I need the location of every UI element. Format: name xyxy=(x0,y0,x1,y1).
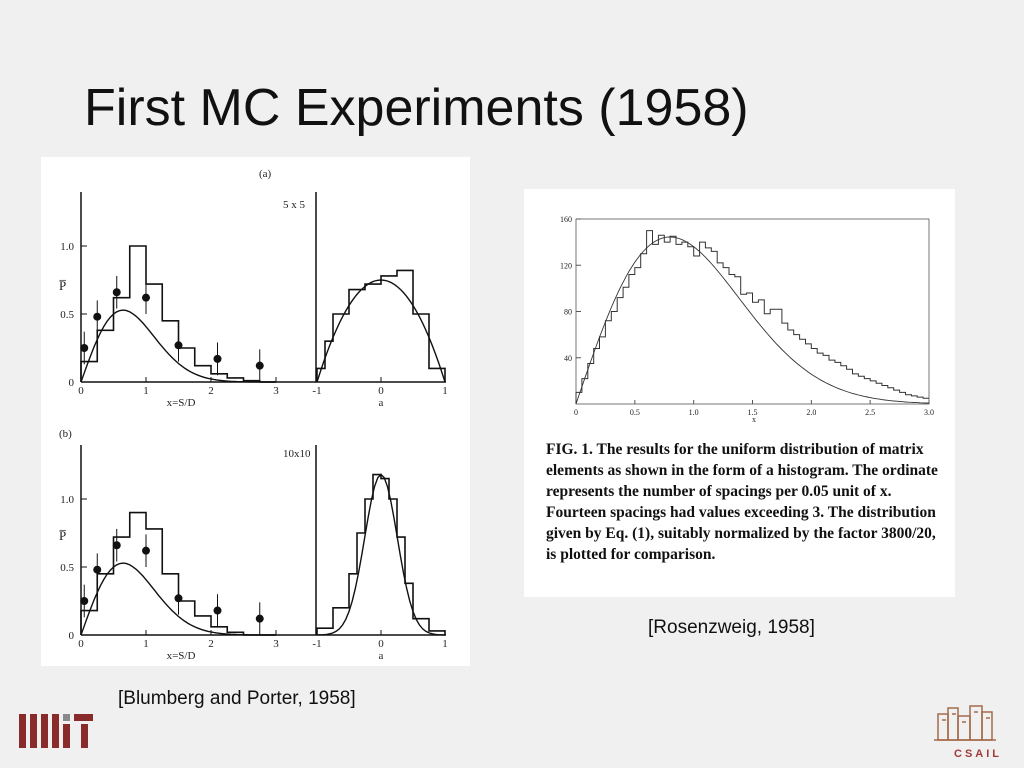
panel-a-label: (a) xyxy=(259,168,272,180)
panel-b-ytick-label: 0 xyxy=(69,630,75,642)
rosenzweig-xtick-label: 2.0 xyxy=(806,408,816,417)
mit-logo xyxy=(19,714,93,748)
rosenzweig-xtick-label: 3.0 xyxy=(924,408,934,417)
panel-b-xtick-label: 3 xyxy=(273,638,279,650)
rosenzweig-xtick-label: 2.5 xyxy=(865,408,875,417)
panel-a-xlabel-left: x=S/D xyxy=(167,397,196,409)
panel-b-data-point xyxy=(112,541,121,550)
panel-a-ytick-label: 0.5 xyxy=(60,309,74,321)
panel-b-data-point xyxy=(142,546,150,555)
rosenzweig-ytick-label: 160 xyxy=(560,215,572,224)
panel-a-ytick-label: 0 xyxy=(69,377,75,389)
panel-b-xtick-label: 0 xyxy=(78,638,84,650)
csail-logo xyxy=(934,705,996,741)
panel-a-data-point xyxy=(93,312,102,321)
citation-rosenzweig: [Rosenzweig, 1958] xyxy=(648,617,815,638)
panel-a-xtick-label: 1 xyxy=(143,385,149,397)
rosenzweig-ytick-label: 40 xyxy=(564,354,572,363)
panel-a-xtick-label: 2 xyxy=(208,385,214,397)
panel-a-left-histogram xyxy=(80,245,276,383)
panel-b-xtick-label: 1 xyxy=(143,638,149,650)
rosenzweig-caption: FIG. 1. The results for the uniform dist… xyxy=(546,441,938,563)
panel-b-data-point xyxy=(255,614,264,623)
rosenzweig-curve xyxy=(575,236,930,405)
csail-wordmark: CSAIL xyxy=(954,748,1002,760)
panel-b-data-point xyxy=(213,606,222,615)
panel-b-xtick-label: 2 xyxy=(208,638,214,650)
rosenzweig-ytick-label: 120 xyxy=(560,261,572,270)
rosenzweig-xtick-label: 0 xyxy=(574,408,578,417)
panel-b-right-histogram xyxy=(316,473,446,635)
panel-a-data-point xyxy=(112,288,121,297)
panel-a-right-curve xyxy=(316,279,446,383)
panel-a-right-xtick-label: -1 xyxy=(312,385,321,397)
panel-b-left-histogram xyxy=(80,511,276,636)
panel-a-xlabel-right: a xyxy=(379,397,384,409)
panel-b-xlabel-left: x=S/D xyxy=(167,650,196,662)
panel-b-ytick-label: 1.0 xyxy=(60,494,74,506)
panel-b-ylabel: P̅ xyxy=(59,528,67,543)
panel-b-size-label: 10x10 xyxy=(283,448,311,460)
blumberg-porter-plots: (a) 5 x 5 P̅ (b) 10x10 P̅ 0 0.5 1.0 0 1 2 3 x=S… xyxy=(59,168,448,662)
panel-a-data-point xyxy=(255,361,264,370)
panel-b-data-point xyxy=(174,594,183,603)
rosenzweig-plot-frame xyxy=(575,218,930,405)
panel-a-ytick-label: 1.0 xyxy=(60,241,74,253)
blumberg-porter-figure: (a) 5 x 5 P̅ (b) 10x10 P̅ 0 0.5 1.0 0 1 2 3 x=S… xyxy=(41,157,470,666)
panel-a-right-xtick-label: 1 xyxy=(442,385,448,397)
panel-a-right-xtick-label: 0 xyxy=(378,385,384,397)
panel-b-right-curve xyxy=(316,473,446,636)
panel-b-right-xtick-label: 1 xyxy=(442,638,448,650)
panel-b-data-point xyxy=(80,597,89,605)
panel-a-left-curve xyxy=(80,309,276,383)
rosenzweig-plot: 40 80 120 160 0 0.5 1.0 1.5 2.0 2.5 3.0 x xyxy=(560,215,934,424)
panel-a-size-label: 5 x 5 xyxy=(283,199,306,211)
rosenzweig-xtick-label: 0.5 xyxy=(630,408,640,417)
panel-b-right-xtick-label: 0 xyxy=(378,638,384,650)
citation-blumberg-porter: [Blumberg and Porter, 1958] xyxy=(118,688,356,709)
panel-a-data-point xyxy=(213,354,222,363)
panel-a-xtick-label: 0 xyxy=(78,385,84,397)
rosenzweig-xlabel: x xyxy=(752,415,756,424)
panel-b-xlabel-right: a xyxy=(379,650,384,662)
rosenzweig-xtick-label: 1.0 xyxy=(689,408,699,417)
panel-a-ylabel: P̅ xyxy=(59,278,67,293)
rosenzweig-xtick-label: 1.5 xyxy=(748,408,758,417)
rosenzweig-figure: 40 80 120 160 0 0.5 1.0 1.5 2.0 2.5 3.0 x FIG. 1. … xyxy=(524,189,955,597)
panel-b-ytick-label: 0.5 xyxy=(60,562,74,574)
panel-b-right-xtick-label: -1 xyxy=(312,638,321,650)
panel-a-xtick-label: 3 xyxy=(273,385,279,397)
panel-a-data-point xyxy=(80,344,89,352)
panel-b-left-curve xyxy=(80,562,276,636)
panel-a-data-point xyxy=(142,293,150,302)
panel-a-right-histogram xyxy=(316,269,446,382)
panel-b-label: (b) xyxy=(59,428,72,440)
panel-a-data-point xyxy=(174,341,183,350)
rosenzweig-histogram xyxy=(575,230,929,404)
slide-title: First MC Experiments (1958) xyxy=(84,79,749,137)
panel-b-data-point xyxy=(93,565,102,574)
rosenzweig-ytick-label: 80 xyxy=(564,308,572,317)
